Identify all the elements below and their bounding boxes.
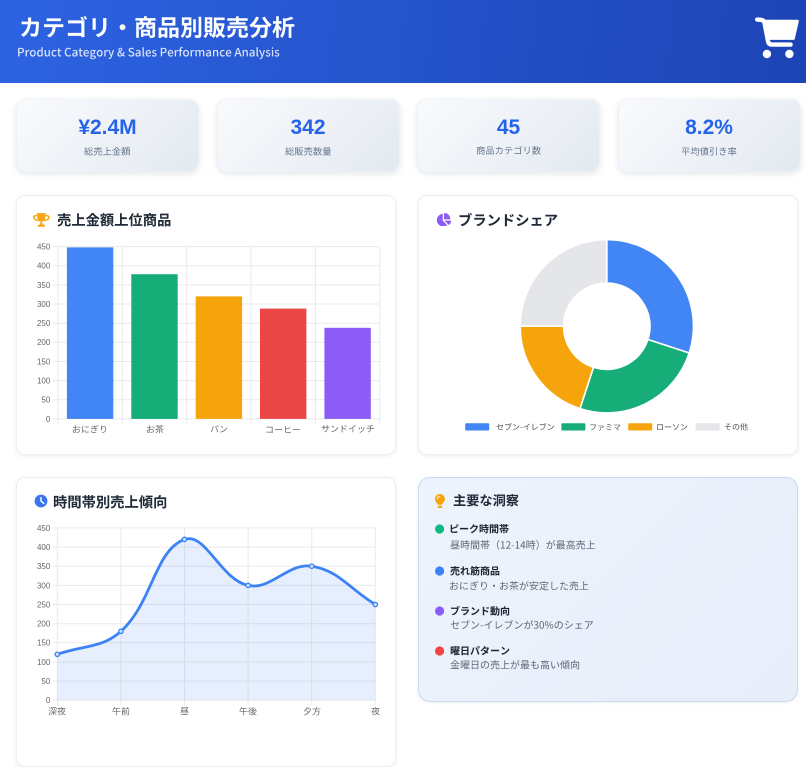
svg-text:350: 350 bbox=[37, 281, 51, 290]
svg-text:300: 300 bbox=[37, 300, 51, 309]
svg-text:100: 100 bbox=[37, 658, 51, 667]
svg-text:400: 400 bbox=[37, 262, 51, 271]
svg-text:250: 250 bbox=[37, 319, 51, 328]
svg-text:300: 300 bbox=[37, 581, 51, 590]
svg-text:0: 0 bbox=[46, 696, 51, 705]
svg-text:450: 450 bbox=[37, 524, 51, 533]
svg-text:450: 450 bbox=[37, 243, 51, 252]
svg-text:50: 50 bbox=[41, 677, 50, 686]
svg-text:50: 50 bbox=[41, 396, 50, 405]
svg-text:400: 400 bbox=[37, 543, 51, 552]
svg-text:350: 350 bbox=[37, 562, 51, 571]
svg-text:200: 200 bbox=[37, 338, 51, 347]
svg-text:150: 150 bbox=[37, 639, 51, 648]
svg-text:150: 150 bbox=[37, 357, 51, 366]
svg-text:200: 200 bbox=[37, 620, 51, 629]
svg-text:0: 0 bbox=[46, 415, 51, 424]
svg-text:250: 250 bbox=[37, 600, 51, 609]
svg-text:100: 100 bbox=[37, 377, 51, 386]
